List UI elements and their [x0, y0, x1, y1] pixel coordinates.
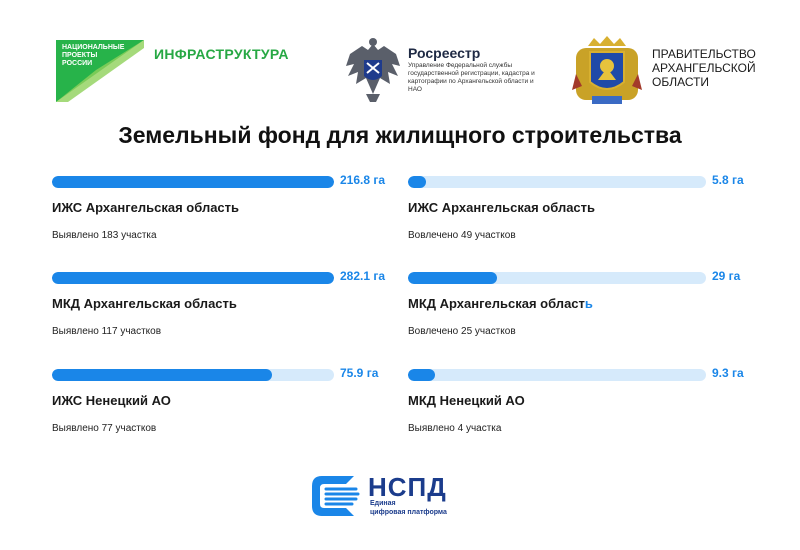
- stat-sub: Вовлечено 49 участков: [408, 230, 516, 241]
- stat-sub: Выявлено 183 участка: [52, 230, 157, 241]
- stat-card: 216.8 га ИЖС Архангельская область Выявл…: [52, 173, 397, 256]
- nspd-logo-icon: [312, 476, 360, 516]
- rosreestr-title: Росреестр: [408, 45, 481, 61]
- arkhangelsk-coat-of-arms-icon: [572, 36, 642, 104]
- progress-fill: [408, 369, 435, 381]
- stat-label: МКД Ненецкий АО: [408, 393, 525, 408]
- stat-sub: Вовлечено 25 участков: [408, 326, 516, 337]
- stat-card: 29 га МКД Архангельская область Вовлечен…: [408, 269, 753, 352]
- page-title: Земельный фонд для жилищного строительст…: [118, 122, 682, 148]
- progress-fill: [408, 272, 498, 284]
- progress-track: [52, 272, 334, 284]
- stat-card: 9.3 га МКД Ненецкий АО Выявлено 4 участк…: [408, 366, 753, 449]
- stat-value: 216.8 га: [340, 173, 386, 187]
- progress-fill: [52, 176, 334, 188]
- progress-fill: [52, 369, 272, 381]
- stat-label: МКД Архангельская область: [52, 296, 237, 311]
- nspd-title: НСПД: [368, 472, 447, 502]
- stat-label: ИЖС Архангельская область: [408, 200, 596, 215]
- stat-value: 9.3 га: [712, 366, 744, 380]
- stat-value: 282.1 га: [340, 269, 386, 283]
- infrastructure-label: ИНФРАСТРУКТУРА: [154, 46, 289, 62]
- national-projects-text: НАЦИОНАЛЬНЫЕ ПРОЕКТЫ РОССИИ: [62, 44, 125, 67]
- progress-track: [408, 176, 706, 188]
- stat-sub: Выявлено 77 участков: [52, 423, 157, 434]
- government-label: ПРАВИТЕЛЬСТВО АРХАНГЕЛЬСКОЙ ОБЛАСТИ: [652, 47, 756, 89]
- rosreestr-eagle-icon: [346, 38, 400, 102]
- stat-card: 5.8 га ИЖС Архангельская область Вовлече…: [408, 173, 753, 256]
- stat-card: 282.1 га МКД Архангельская область Выявл…: [52, 269, 397, 352]
- stat-sub: Выявлено 4 участка: [408, 423, 502, 434]
- progress-track: [52, 176, 334, 188]
- stat-card: 75.9 га ИЖС Ненецкий АО Выявлено 77 учас…: [52, 366, 397, 449]
- stat-sub: Выявлено 117 участков: [52, 326, 162, 337]
- rosreestr-subtitle: Управление Федеральной службы государств…: [408, 62, 535, 93]
- stat-value: 5.8 га: [712, 173, 744, 187]
- progress-track: [408, 272, 706, 284]
- stat-label: ИЖС Архангельская область: [52, 200, 240, 215]
- progress-fill: [408, 176, 426, 188]
- stat-value: 75.9 га: [340, 366, 379, 380]
- stat-value: 29 га: [712, 269, 741, 283]
- stat-label: МКД Архангельская область: [408, 296, 593, 311]
- stat-label: ИЖС Ненецкий АО: [52, 393, 171, 408]
- nspd-subtitle: Единая цифровая платформа: [370, 500, 447, 516]
- progress-track: [408, 369, 706, 381]
- progress-fill: [52, 272, 334, 284]
- national-projects-logo: [56, 40, 144, 102]
- progress-track: [52, 369, 334, 381]
